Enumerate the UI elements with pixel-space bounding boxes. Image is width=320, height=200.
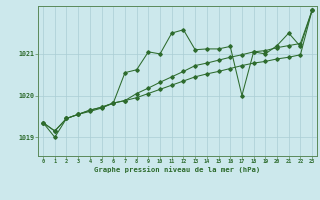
X-axis label: Graphe pression niveau de la mer (hPa): Graphe pression niveau de la mer (hPa) [94, 166, 261, 173]
